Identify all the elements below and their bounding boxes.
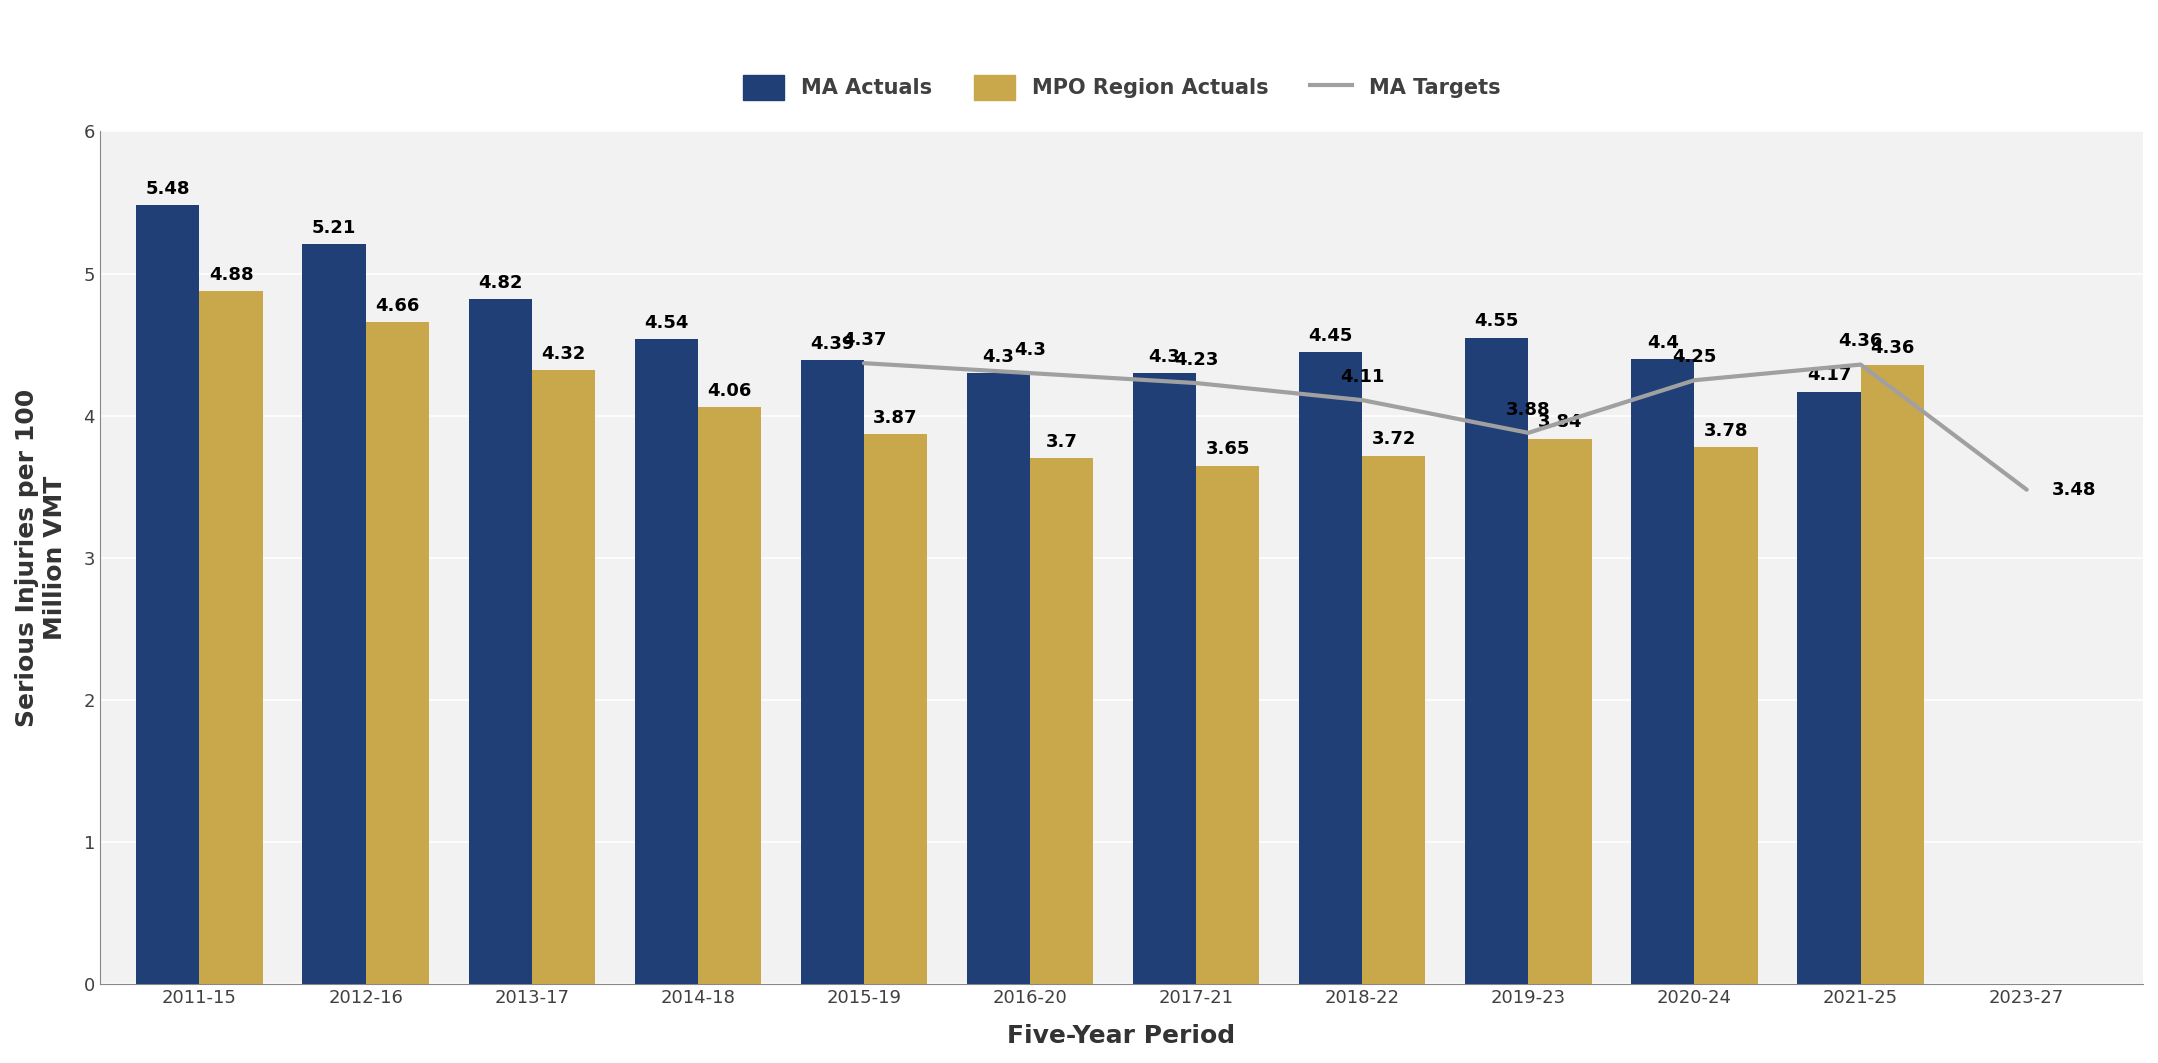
Bar xyxy=(967,373,1029,984)
Bar xyxy=(1631,359,1694,984)
Legend: MA Actuals, MPO Region Actuals, MA Targets: MA Actuals, MPO Region Actuals, MA Targe… xyxy=(732,65,1511,109)
Text: 4.55: 4.55 xyxy=(1474,313,1519,331)
Text: 4.54: 4.54 xyxy=(643,314,688,332)
X-axis label: Five-Year Period: Five-Year Period xyxy=(1008,1024,1237,1048)
Text: 4.66: 4.66 xyxy=(375,297,419,315)
Text: 4.25: 4.25 xyxy=(1672,348,1716,366)
Text: 4.88: 4.88 xyxy=(209,266,252,284)
Text: 4.82: 4.82 xyxy=(477,274,522,292)
Text: 4.45: 4.45 xyxy=(1308,326,1353,344)
Bar xyxy=(365,322,429,984)
Bar xyxy=(136,205,199,984)
Bar xyxy=(1528,439,1590,984)
Bar xyxy=(1362,456,1426,984)
Y-axis label: Serious Injuries per 100
Million VMT: Serious Injuries per 100 Million VMT xyxy=(15,389,67,727)
Text: 4.06: 4.06 xyxy=(708,382,751,400)
Bar xyxy=(1133,373,1196,984)
Text: 4.11: 4.11 xyxy=(1340,368,1385,386)
Bar xyxy=(863,435,928,984)
Text: 3.72: 3.72 xyxy=(1372,431,1416,449)
Text: 3.7: 3.7 xyxy=(1047,434,1077,452)
Text: 4.4: 4.4 xyxy=(1647,334,1679,352)
Text: 3.65: 3.65 xyxy=(1206,440,1249,458)
Bar xyxy=(1694,448,1757,984)
Bar xyxy=(1860,365,1923,984)
Bar xyxy=(697,407,762,984)
Text: 3.48: 3.48 xyxy=(2052,480,2095,499)
Text: 4.36: 4.36 xyxy=(1839,333,1882,351)
Bar xyxy=(302,243,365,984)
Text: 4.3: 4.3 xyxy=(982,348,1014,366)
Text: 4.3: 4.3 xyxy=(1014,341,1047,359)
Bar xyxy=(1798,391,1860,984)
Text: 4.32: 4.32 xyxy=(542,345,585,364)
Text: 4.39: 4.39 xyxy=(809,335,855,353)
Bar xyxy=(1465,338,1528,984)
Bar xyxy=(199,290,263,984)
Text: 4.23: 4.23 xyxy=(1174,351,1219,369)
Text: 3.87: 3.87 xyxy=(874,409,917,427)
Text: 4.37: 4.37 xyxy=(842,331,887,349)
Text: 3.88: 3.88 xyxy=(1506,401,1552,419)
Bar xyxy=(1029,458,1094,984)
Text: 5.21: 5.21 xyxy=(313,219,356,237)
Text: 4.17: 4.17 xyxy=(1806,367,1852,385)
Text: 4.36: 4.36 xyxy=(1871,339,1914,357)
Text: 4.3: 4.3 xyxy=(1148,348,1180,366)
Bar xyxy=(468,299,531,984)
Bar xyxy=(1196,466,1260,984)
Bar xyxy=(531,370,596,984)
Bar xyxy=(634,339,697,984)
Bar xyxy=(1299,352,1362,984)
Text: 5.48: 5.48 xyxy=(147,181,190,198)
Text: 3.78: 3.78 xyxy=(1705,422,1748,440)
Text: 3.84: 3.84 xyxy=(1539,414,1582,432)
Bar xyxy=(801,360,863,984)
